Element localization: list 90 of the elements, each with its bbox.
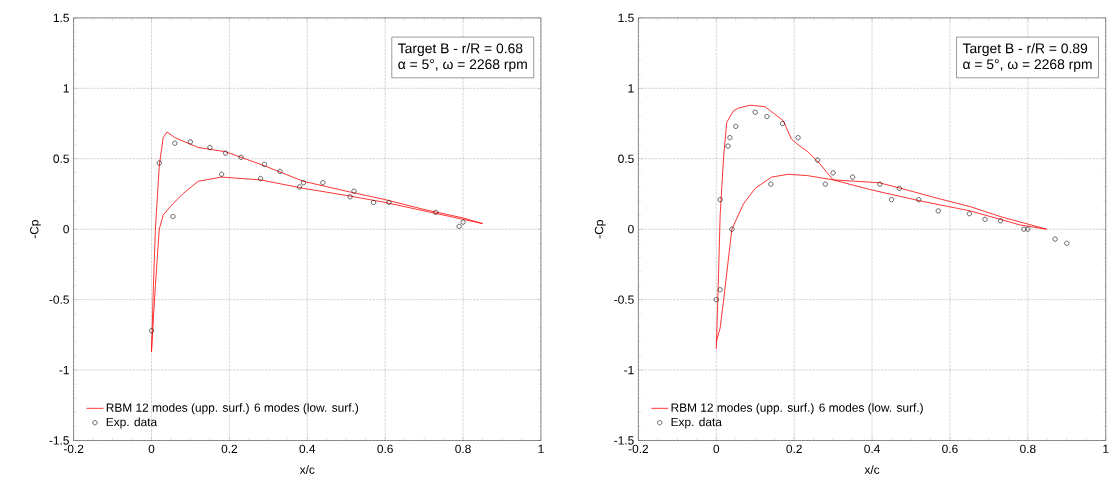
legend-label: Exp. data [671,417,722,429]
x-tick-label: 0.6 [377,444,393,453]
x-tick-label: 0.2 [221,444,238,453]
point [733,123,739,129]
x-tick-label: 0.2 [786,444,802,453]
point [149,328,154,334]
annotation: Target B - r/R = 0.68 [398,43,523,56]
point [830,170,836,176]
point [889,197,895,203]
point [370,199,376,205]
x-tick-label: 0 [148,444,155,453]
x-tick-label: 0.8 [455,444,471,453]
point [727,135,733,141]
x-tick-label: 1 [538,444,544,453]
point [896,185,902,191]
point [238,154,244,160]
y-tick-label: 1 [63,84,69,93]
x-tick-label: -0.2 [63,444,84,453]
point [795,135,801,141]
annotation: α = 5°, ω = 2268 rpm [963,59,1092,72]
point [1021,226,1027,232]
point [300,180,306,186]
point [966,211,972,217]
point [277,168,283,174]
point [460,219,466,225]
point [998,218,1004,224]
y-tick-label: 0.5 [53,154,69,163]
y-tick-label: 0 [628,224,634,234]
y-tick-label: 0 [63,224,69,234]
y-tick-label: -0.5 [49,295,69,304]
y-tick-label: 1.5 [618,13,634,22]
point [935,208,941,214]
point [456,223,462,229]
x-tick-label: 0.4 [864,444,880,453]
legend-label: RBM 12 modes (upp. surf.) 6 modes (low. surf.) [671,403,923,415]
y-tick-label: 1 [628,84,634,93]
point [1025,226,1031,232]
y-tick-label: -1 [59,365,69,375]
point [729,226,735,232]
x-tick-label: 0 [713,444,720,453]
y-tick-label: -1.5 [49,436,69,445]
point [170,213,176,219]
legend-label: Exp. data [106,417,158,429]
annotation: Target B - r/R = 0.89 [962,43,1088,56]
point [386,199,392,205]
point [172,140,178,146]
point [347,194,353,200]
point [320,180,326,186]
point [850,174,856,180]
point [351,188,357,194]
point [1064,240,1070,246]
y-tick-label: 0.5 [618,154,634,163]
y-tick-label: -0.5 [614,295,634,304]
point [156,160,162,166]
x-tick-label: 0.8 [1020,444,1036,453]
point [222,150,228,156]
point [877,181,883,187]
y-tick-label: -1.5 [614,436,634,445]
point [780,120,785,126]
x-tick-label: 1 [1103,444,1109,453]
point [916,197,922,203]
point [187,139,193,145]
point [822,181,828,187]
y-tick-label: 1.5 [53,13,69,22]
x-axis-title: x/c [864,465,880,474]
annotation: α = 5°, ω = 2268 rpm [398,59,527,72]
point [1052,236,1058,242]
point [717,287,723,293]
point [768,181,774,187]
point [207,144,213,150]
x-tick-label: -0.2 [628,444,649,453]
x-axis-title: x/c [299,465,315,474]
point [764,113,770,119]
point [258,175,264,181]
point [982,216,988,222]
point [296,184,302,190]
point [717,197,723,203]
point [261,161,267,167]
x-tick-label: 0.4 [299,444,316,453]
point [433,209,439,215]
point [725,143,731,149]
y-axis-title: -Cp [30,220,41,239]
point [752,109,758,115]
point [713,297,719,303]
point [815,157,821,163]
legend-label: RBM 12 modes (upp. surf.) 6 modes (low. surf.) [106,403,359,415]
y-axis-title: -Cp [594,220,606,239]
y-tick-label: -1 [624,365,634,375]
point [219,171,225,177]
x-tick-label: 0.6 [942,444,958,453]
